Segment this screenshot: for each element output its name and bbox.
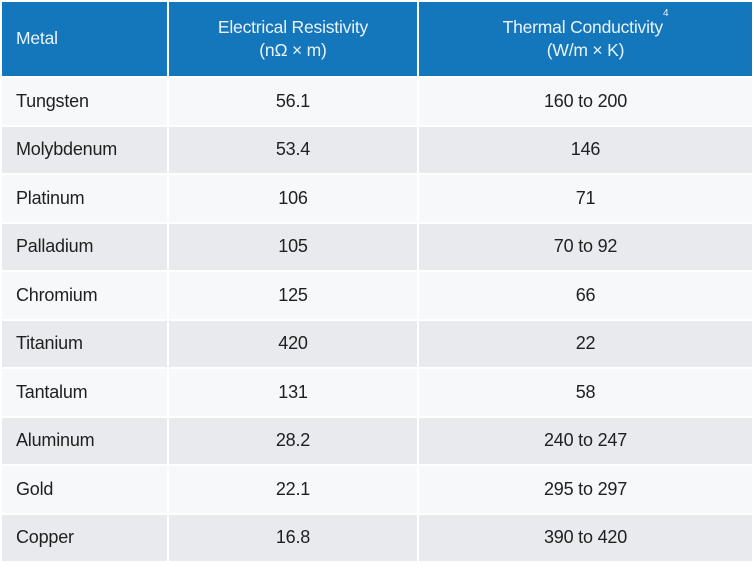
metal-name-cell: Molybdenum [2,126,167,173]
metal-name-cell: Titanium [2,320,167,367]
header-cell-electrical-resistivity: Electrical Resistivity (nΩ × m) [169,2,417,76]
header-cell-metal: Metal [2,2,167,76]
conductivity-value-cell: 240 to 247 [419,417,752,464]
header-metal-label: Metal [16,28,58,49]
conductivity-value-cell: 160 to 200 [419,78,752,125]
metal-name-cell: Platinum [2,175,167,222]
conductivity-value-cell: 390 to 420 [419,514,752,561]
header-resistivity-title: Electrical Resistivity [217,16,369,37]
metal-properties-table: Metal Electrical Resistivity (nΩ × m) Th… [2,2,752,561]
metal-name-cell: Tungsten [2,78,167,125]
conductivity-value-cell: 71 [419,175,752,222]
header-conductivity-title: Thermal Conductivity4 [502,8,669,39]
metal-name-cell: Aluminum [2,417,167,464]
header-conductivity-title-text: Thermal Conductivity [502,16,664,37]
header-conductivity-units: (W/m × K) [546,40,625,60]
metal-name-cell: Gold [2,466,167,513]
resistivity-value-cell: 56.1 [169,78,417,125]
conductivity-value-cell: 295 to 297 [419,466,752,513]
header-resistivity-units: (nΩ × m) [259,40,327,60]
metal-name-cell: Palladium [2,223,167,270]
resistivity-value-cell: 105 [169,223,417,270]
conductivity-value-cell: 70 to 92 [419,223,752,270]
resistivity-value-cell: 131 [169,369,417,416]
metal-name-cell: Chromium [2,272,167,319]
resistivity-value-cell: 16.8 [169,514,417,561]
resistivity-value-cell: 53.4 [169,126,417,173]
conductivity-value-cell: 66 [419,272,752,319]
resistivity-value-cell: 22.1 [169,466,417,513]
footnote-marker: 4 [663,7,669,19]
conductivity-value-cell: 58 [419,369,752,416]
metal-name-cell: Copper [2,514,167,561]
resistivity-value-cell: 125 [169,272,417,319]
resistivity-value-cell: 420 [169,320,417,367]
metal-name-cell: Tantalum [2,369,167,416]
conductivity-value-cell: 22 [419,320,752,367]
resistivity-value-cell: 106 [169,175,417,222]
header-cell-thermal-conductivity: Thermal Conductivity4 (W/m × K) [419,2,752,76]
conductivity-value-cell: 146 [419,126,752,173]
resistivity-value-cell: 28.2 [169,417,417,464]
